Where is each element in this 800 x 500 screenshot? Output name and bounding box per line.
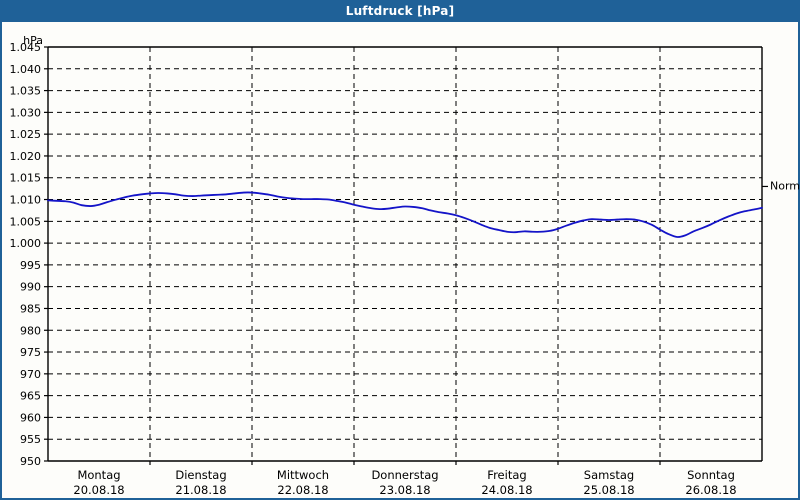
chart-plot-area: 1.045 1.040 1.035 1.030 1.025 1.020 1.015 1.010… <box>0 22 800 500</box>
y-axis-tick-label: 1.000 <box>10 237 42 250</box>
vertical-gridlines <box>149 47 661 461</box>
y-axis-tick-label: 1.005 <box>10 215 42 228</box>
window-title-bar: Luftdruck [hPa] <box>0 0 800 22</box>
y-axis-tick-label: 1.035 <box>10 85 42 98</box>
horizontal-gridlines <box>48 46 762 440</box>
pressure-series-line <box>47 191 763 238</box>
x-axis-date-label: 26.08.18 <box>685 483 736 497</box>
y-axis-tick-label: 975 <box>20 346 41 359</box>
y-axis-tick-label: 1.010 <box>10 194 42 207</box>
frame-border-right <box>798 22 800 500</box>
x-axis-day-label: Samstag <box>584 468 634 482</box>
pressure-line-chart: 1.045 1.040 1.035 1.030 1.025 1.020 1.015 1.010… <box>10 34 800 497</box>
x-axis-day-label: Montag <box>77 468 120 482</box>
y-axis-tick-label: 980 <box>20 324 41 337</box>
x-axis-date-label: 23.08.18 <box>379 483 430 497</box>
x-axis-date-label: 25.08.18 <box>583 483 634 497</box>
frame-border-bottom <box>0 498 800 500</box>
y-axis-unit-label: hPa <box>23 34 43 47</box>
y-axis-tick-label: 985 <box>20 302 41 315</box>
y-axis-tick-label: 1.015 <box>10 172 42 185</box>
x-axis-day-label: Freitag <box>487 468 526 482</box>
x-axis-ticks <box>149 461 661 465</box>
y-axis-tick-label: 960 <box>20 411 41 424</box>
y-axis-tick-label: 1.030 <box>10 106 42 119</box>
y-axis-tick-label: 1.020 <box>10 150 42 163</box>
y-axis-tick-label: 955 <box>20 433 41 446</box>
x-axis-day-label: Mittwoch <box>277 468 329 482</box>
x-axis-day-label: Donnerstag <box>371 468 438 482</box>
y-axis-tick-label: 1.040 <box>10 63 42 76</box>
x-axis-date-label: 22.08.18 <box>277 483 328 497</box>
y-axis-tick-label: 950 <box>20 455 41 468</box>
page-title: Luftdruck [hPa] <box>345 4 455 18</box>
y-axis-tick-label: 995 <box>20 259 41 272</box>
x-axis-date-label: 20.08.18 <box>73 483 124 497</box>
x-axis-date-label: 21.08.18 <box>175 483 226 497</box>
y-axis-tick-label: 1.025 <box>10 128 42 141</box>
y-axis-tick-label: 990 <box>20 281 41 294</box>
normal-label: Normal <box>770 179 800 192</box>
x-axis-day-label: Sonntag <box>687 468 735 482</box>
y-axis-ticks: 1.045 1.040 1.035 1.030 1.025 1.020 1.015 1.010… <box>10 41 48 468</box>
y-axis-tick-label: 1.045 <box>10 41 42 54</box>
x-axis-date-label: 24.08.18 <box>481 483 532 497</box>
y-axis-tick-label: 970 <box>20 368 41 381</box>
plot-background <box>48 47 762 461</box>
normal-annotation: Normal <box>762 179 800 192</box>
x-axis-day-label: Dienstag <box>175 468 226 482</box>
frame-border-left <box>0 22 2 500</box>
y-axis-tick-label: 965 <box>20 390 41 403</box>
